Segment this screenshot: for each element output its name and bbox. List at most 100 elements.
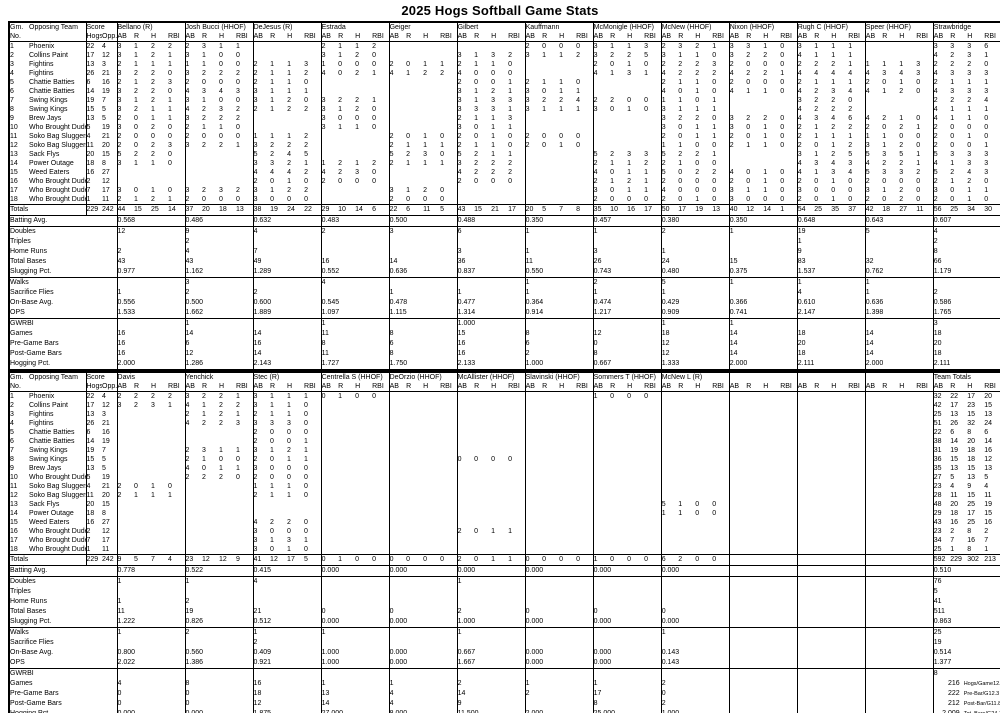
stat-cell: [184, 482, 203, 491]
stat-cell: [219, 545, 236, 555]
stat-cell: 3: [116, 401, 135, 410]
stat-cell: [592, 123, 611, 132]
stat-cell: 1: [406, 160, 411, 167]
stat-cell: 2: [202, 420, 206, 427]
stat-value-cell: 5: [660, 277, 730, 288]
stat-row: Pre-Game Bars 16 6 16 8 6 16 6 0 12 14 20 14 20: [9, 339, 1000, 349]
stat-value-cell: [388, 668, 458, 679]
stat-cell: [592, 132, 611, 141]
stat-value-cell: 4: [388, 699, 458, 709]
opp-score-cell: 12: [102, 528, 110, 535]
stat-cell: 0: [168, 88, 172, 95]
stat-cell: 0: [712, 160, 717, 167]
stat-cell: 2: [524, 41, 543, 51]
stat-cell: [746, 473, 763, 482]
stat-cell: [559, 473, 576, 482]
stat-cell: [388, 473, 407, 482]
stat-cell: [440, 51, 457, 60]
game-row: 18 Who Brought Dude 1 11 3 0 1 0 25 1 8 1: [9, 545, 1000, 555]
stat-cell: [423, 401, 440, 410]
opp-score-cell: 4: [102, 43, 106, 50]
hogs-score-cell: 2: [85, 177, 102, 186]
stat-cell: 1: [355, 43, 360, 50]
stat-cell: 4: [950, 483, 955, 490]
stat-cell: 0: [712, 196, 717, 203]
stat-cell: [184, 437, 203, 446]
stat-cell: 4: [320, 168, 339, 177]
total-stat-cell: 0: [355, 554, 373, 566]
stat-value-cell: 0.366: [728, 298, 798, 308]
stat-cell: 1: [814, 52, 819, 59]
stat-cell: 1: [763, 178, 768, 185]
stat-value-cell: 41: [932, 597, 1000, 607]
stat-cell: 2: [967, 178, 972, 185]
stat-cell: 2: [168, 393, 172, 400]
stat-cell: [712, 437, 729, 446]
stat-cell: 3: [252, 195, 271, 205]
stat-cell: 0: [950, 196, 955, 203]
stat-cell: [814, 482, 831, 491]
total-stat-cell: 7: [151, 554, 169, 566]
stat-value-cell: 0: [524, 607, 594, 617]
stat-value-cell: 0.636: [388, 267, 458, 278]
stat-cell: [355, 87, 372, 96]
stat-cell: 3: [320, 105, 339, 114]
stat-cell: [610, 87, 627, 96]
hogs-score-cell: 22: [85, 41, 102, 51]
stat-cell: 0: [219, 61, 223, 68]
hogs-score-cell: 20: [85, 500, 102, 509]
stat-cell: 0: [678, 124, 683, 131]
stat-cell: 25: [932, 545, 951, 555]
stat-note-value: 12.3: [988, 691, 1000, 697]
stat-cell: 0: [814, 142, 819, 149]
stat-value-cell: [184, 638, 254, 648]
stat-cell: 1: [287, 456, 291, 463]
r-col-header: R: [338, 32, 356, 42]
stat-value-cell: 4: [252, 226, 322, 237]
stat-cell: 0: [168, 187, 172, 194]
stat-cell: [508, 491, 525, 500]
stat-cell: [524, 455, 543, 464]
stat-cell: [848, 527, 865, 536]
hogs-score-cell: 20: [85, 150, 102, 159]
player-name-header: Strawbridge: [932, 22, 1000, 32]
total-stat-cell: 19: [695, 204, 713, 216]
stat-cell: 2: [320, 41, 339, 51]
stat-cell: [542, 527, 559, 536]
stat-cell: 1: [916, 124, 921, 131]
stat-cell: [882, 105, 899, 114]
stat-cell: 2: [491, 169, 496, 176]
stat-cell: [320, 491, 339, 500]
stat-cell: 0: [712, 510, 717, 517]
stat-cell: [644, 401, 661, 410]
stat-cell: 1: [950, 106, 955, 113]
stat-cell: [916, 437, 933, 446]
stat-cell: 5: [932, 168, 951, 177]
stat-cell: 0: [610, 106, 615, 113]
stat-value-cell: 0.350: [524, 215, 594, 227]
stat-cell: 0: [780, 79, 785, 86]
stat-cell: [576, 464, 593, 473]
stat-cell: [388, 105, 407, 114]
opp-score-cell: 12: [102, 178, 110, 185]
stat-cell: 1: [610, 70, 615, 77]
stat-cell: 0: [372, 393, 376, 400]
stat-value-cell: [252, 587, 322, 597]
stat-value-cell: 1.537: [796, 267, 866, 278]
stat-cell: 1: [372, 70, 377, 77]
stat-cell: 3: [491, 52, 496, 59]
stat-value-cell: 8: [592, 699, 662, 709]
rbi-col-header: RBI: [372, 32, 390, 42]
stat-cell: [678, 446, 695, 455]
stat-value-cell: 0.586: [932, 298, 1000, 308]
stat-cell: [524, 428, 543, 437]
game-no-cell: 6: [10, 88, 14, 95]
stat-cell: 1: [644, 187, 649, 194]
stat-cell: 2: [151, 196, 155, 203]
stat-value-cell: 222 Pre-Bar/G 12.3: [932, 689, 1000, 699]
stat-value-cell: 0.000: [388, 648, 458, 658]
stat-cell: [712, 419, 729, 428]
stat-value-cell: [592, 627, 662, 638]
stat-cell: [406, 527, 423, 536]
stat-cell: [320, 464, 339, 473]
